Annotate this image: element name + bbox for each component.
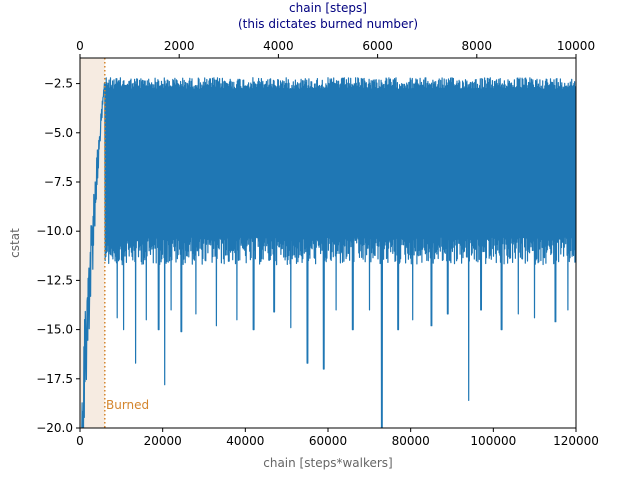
y-tick-label: −12.5 [36,273,73,287]
y-tick-label: −5.0 [44,126,73,140]
x-top-tick-label: 6000 [362,39,393,53]
y-tick-label: −10.0 [36,224,73,238]
x-bottom-tick-label: 0 [76,434,84,448]
trace-line [81,77,576,428]
x-bottom-tick-label: 80000 [392,434,430,448]
x-bottom-tick-label: 60000 [309,434,347,448]
x-bottom-tick-label: 100000 [470,434,516,448]
burn-in-label: Burned [106,398,149,412]
x-bottom-tick-label: 120000 [553,434,599,448]
x-axis-top-label-line2: (this dictates burned number) [238,17,418,31]
x-axis-bottom: 0 20000 40000 60000 80000 100000 120000 [76,428,599,448]
x-top-tick-label: 10000 [557,39,595,53]
x-top-tick-label: 8000 [462,39,493,53]
y-tick-label: −20.0 [36,421,73,435]
x-axis-top: 0 2000 4000 6000 8000 10000 [76,39,595,58]
y-tick-label: −7.5 [44,175,73,189]
y-tick-label: −2.5 [44,77,73,91]
y-tick-label: −17.5 [36,372,73,386]
trace-series [81,77,576,428]
x-top-tick-label: 0 [76,39,84,53]
y-tick-label: −15.0 [36,323,73,337]
y-axis: −20.0 −17.5 −15.0 −12.5 −10.0 −7.5 −5.0 −2.5 [36,77,80,435]
x-axis-bottom-label: chain [steps*walkers] [263,456,392,470]
x-axis-top-label-line1: chain [steps] [289,1,367,15]
y-axis-label: cstat [8,228,22,258]
x-top-tick-label: 2000 [164,39,195,53]
x-bottom-tick-label: 40000 [226,434,264,448]
x-top-tick-label: 4000 [263,39,294,53]
x-bottom-tick-label: 20000 [144,434,182,448]
